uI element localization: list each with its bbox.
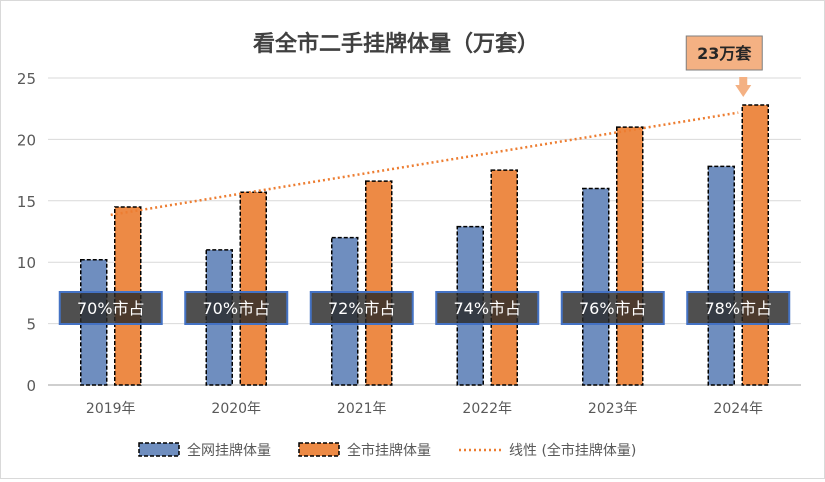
x-tick-label: 2020年 [211, 401, 261, 417]
share-label-box [435, 291, 540, 325]
y-tick-label: 10 [17, 254, 36, 272]
x-tick-label: 2021年 [337, 401, 387, 417]
callout-arrow-icon [735, 77, 752, 97]
share-label-text: 78%市占 [704, 299, 772, 318]
chart-title: 看全市二手挂牌体量（万套） [253, 31, 539, 57]
bar-all-network-2024 [707, 165, 735, 386]
x-tick-label: 2024年 [713, 401, 763, 417]
share-label: 78%市占 [686, 291, 791, 325]
x-tick-label: 2019年 [86, 401, 136, 417]
y-tick-label: 15 [17, 193, 36, 211]
share-label-text: 76%市占 [579, 299, 647, 318]
share-label-text: 70%市占 [202, 299, 270, 318]
y-tick-label: 25 [17, 70, 36, 88]
legend-label-trendline: 线性 (全市挂牌体量) [509, 442, 636, 459]
bar-city-2024 [741, 104, 769, 386]
bar-city-2022 [490, 169, 518, 386]
share-label-text: 70%市占 [77, 299, 145, 318]
bar-city-2023 [616, 126, 644, 386]
legend-swatch-city [298, 442, 340, 457]
share-label: 76%市占 [560, 291, 665, 325]
trendline [110, 111, 739, 217]
y-tick-label: 5 [26, 316, 36, 334]
legend-label-all-network: 全网挂牌体量 [187, 442, 271, 459]
share-label-box [686, 291, 791, 325]
callout-text: 23万套 [697, 44, 752, 63]
bar-city-2020 [239, 191, 267, 386]
y-tick-label: 20 [17, 131, 36, 149]
bar-city-2021 [365, 180, 393, 386]
callout-box [685, 35, 763, 71]
share-label-box [560, 291, 665, 325]
legend-label-city: 全市挂牌体量 [347, 442, 431, 459]
share-label-box [184, 291, 289, 325]
share-label-text: 72%市占 [328, 299, 396, 318]
y-tick-label: 0 [26, 377, 36, 395]
legend-swatch-all-network [138, 442, 180, 457]
share-label-text: 74%市占 [453, 299, 521, 318]
share-label-box [58, 291, 163, 325]
share-label-box [309, 291, 414, 325]
share-label: 72%市占 [309, 291, 414, 325]
share-label: 74%市占 [435, 291, 540, 325]
x-tick-label: 2023年 [588, 401, 638, 417]
share-label: 70%市占 [58, 291, 163, 325]
share-label: 70%市占 [184, 291, 289, 325]
x-tick-label: 2022年 [462, 401, 512, 417]
bar-all-network-2023 [582, 187, 610, 386]
